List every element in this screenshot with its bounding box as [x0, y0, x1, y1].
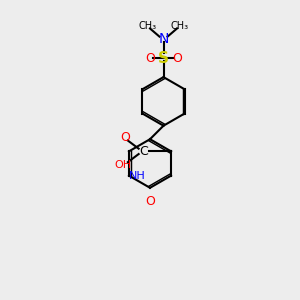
- Text: CH₃: CH₃: [171, 21, 189, 31]
- Text: O: O: [172, 52, 182, 65]
- Text: O: O: [145, 52, 155, 65]
- Text: CH₃: CH₃: [138, 21, 156, 31]
- Text: NH: NH: [129, 171, 146, 181]
- Text: N: N: [158, 32, 169, 46]
- Text: O: O: [145, 195, 155, 208]
- Text: S: S: [158, 51, 169, 66]
- Text: C: C: [140, 145, 148, 158]
- Text: OH: OH: [114, 160, 131, 170]
- Text: O: O: [120, 131, 130, 144]
